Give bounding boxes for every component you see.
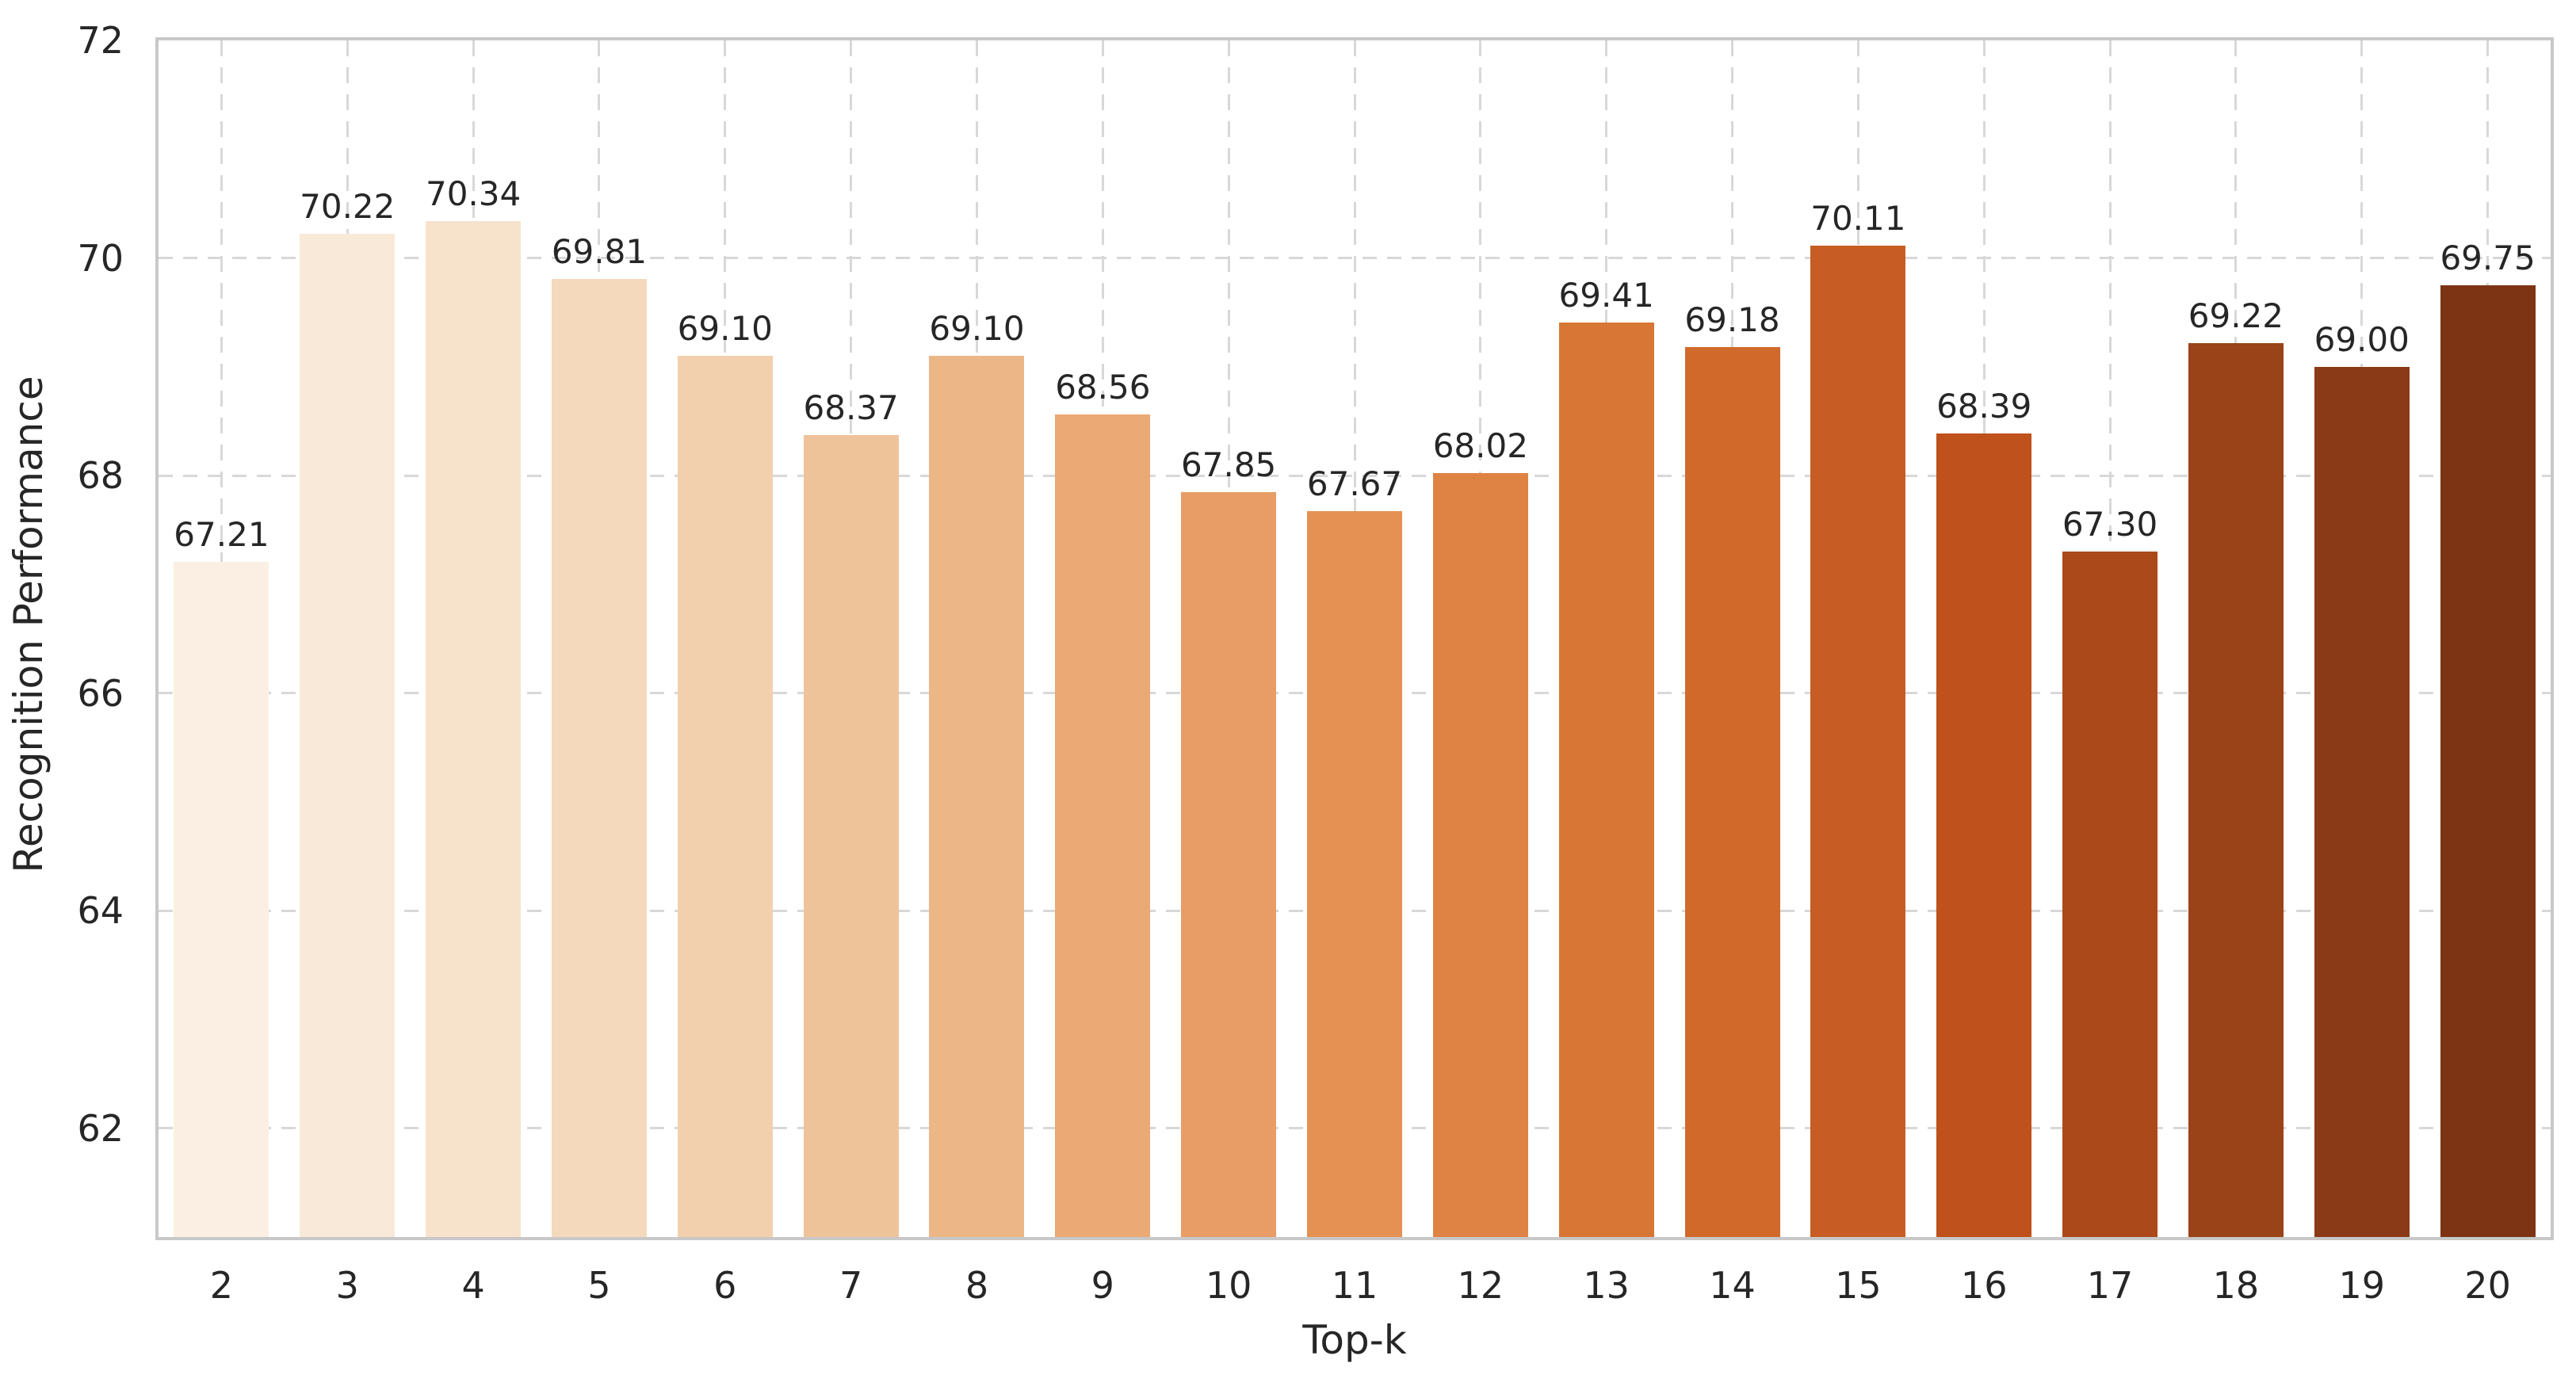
bar	[300, 234, 396, 1237]
bar-value-label: 69.22	[2188, 296, 2284, 335]
bar	[2440, 284, 2536, 1237]
bar	[2188, 342, 2284, 1237]
x-tick-label: 12	[1457, 1264, 1504, 1307]
y-axis-title: Recognition Performance	[6, 376, 52, 873]
y-tick-label: 66	[77, 671, 124, 715]
y-tick-label: 62	[77, 1106, 124, 1150]
bar	[2314, 366, 2410, 1237]
x-tick-label: 13	[1583, 1264, 1630, 1307]
x-tick-label: 20	[2464, 1264, 2511, 1307]
bar-value-label: 69.18	[1684, 300, 1780, 340]
x-tick-label: 18	[2212, 1264, 2260, 1307]
bar	[2062, 552, 2158, 1237]
bar-value-label: 67.30	[2062, 505, 2158, 544]
x-tick-label: 17	[2086, 1264, 2134, 1307]
y-tick-label: 64	[77, 889, 124, 933]
y-tick-label: 72	[77, 19, 124, 62]
y-tick-label: 70	[77, 236, 124, 280]
bar-value-label: 68.02	[1432, 426, 1528, 466]
bar	[677, 356, 773, 1237]
bar-value-label: 68.39	[1936, 386, 2032, 426]
bar-value-label: 69.10	[929, 309, 1025, 349]
bar	[174, 561, 269, 1237]
bar	[1181, 491, 1277, 1237]
bar-value-label: 69.81	[551, 231, 648, 271]
bar-value-label: 67.67	[1306, 464, 1403, 504]
bar	[1684, 347, 1780, 1237]
x-tick-label: 19	[2338, 1264, 2385, 1307]
bar-value-label: 70.11	[1810, 199, 1906, 239]
x-tick-label: 9	[1091, 1264, 1114, 1307]
bar-value-label: 69.10	[677, 309, 773, 349]
x-tick-label: 16	[1960, 1264, 2008, 1307]
bar	[1810, 246, 1906, 1237]
x-tick-label: 3	[335, 1264, 359, 1307]
x-tick-label: 5	[587, 1264, 611, 1307]
x-tick-label: 2	[209, 1264, 234, 1307]
x-tick-label: 15	[1835, 1264, 1882, 1307]
bar-value-label: 70.22	[300, 187, 396, 227]
y-tick-label: 68	[77, 454, 124, 498]
bar-value-label: 67.85	[1181, 445, 1277, 484]
bar	[1936, 433, 2032, 1237]
x-axis-title: Top-k	[1302, 1317, 1407, 1363]
bar	[426, 220, 522, 1237]
x-tick-label: 14	[1709, 1264, 1756, 1307]
bar-value-label: 69.00	[2314, 319, 2410, 359]
x-tick-label: 8	[965, 1264, 989, 1307]
x-tick-label: 6	[713, 1264, 737, 1307]
bar	[1307, 511, 1402, 1237]
bar	[803, 435, 899, 1237]
bar	[1055, 414, 1151, 1237]
x-tick-label: 11	[1331, 1264, 1378, 1307]
bar	[1558, 322, 1654, 1237]
x-tick-label: 7	[839, 1264, 863, 1307]
bar-value-label: 67.21	[174, 514, 269, 554]
bar	[929, 356, 1025, 1237]
bar	[1432, 473, 1528, 1237]
bar-value-label: 68.56	[1055, 368, 1151, 407]
bar-value-label: 69.41	[1558, 275, 1654, 315]
bar-value-label: 70.34	[425, 174, 522, 213]
x-tick-label: 10	[1205, 1264, 1252, 1307]
plot-area: 67.21 70.22 70.34 69.81 69.10 68.37 69.10 68.56…	[155, 37, 2554, 1240]
bar-value-label: 68.37	[803, 388, 899, 428]
bar	[551, 278, 647, 1237]
x-tick-label: 4	[461, 1264, 485, 1307]
bar-value-label: 69.75	[2440, 238, 2536, 277]
